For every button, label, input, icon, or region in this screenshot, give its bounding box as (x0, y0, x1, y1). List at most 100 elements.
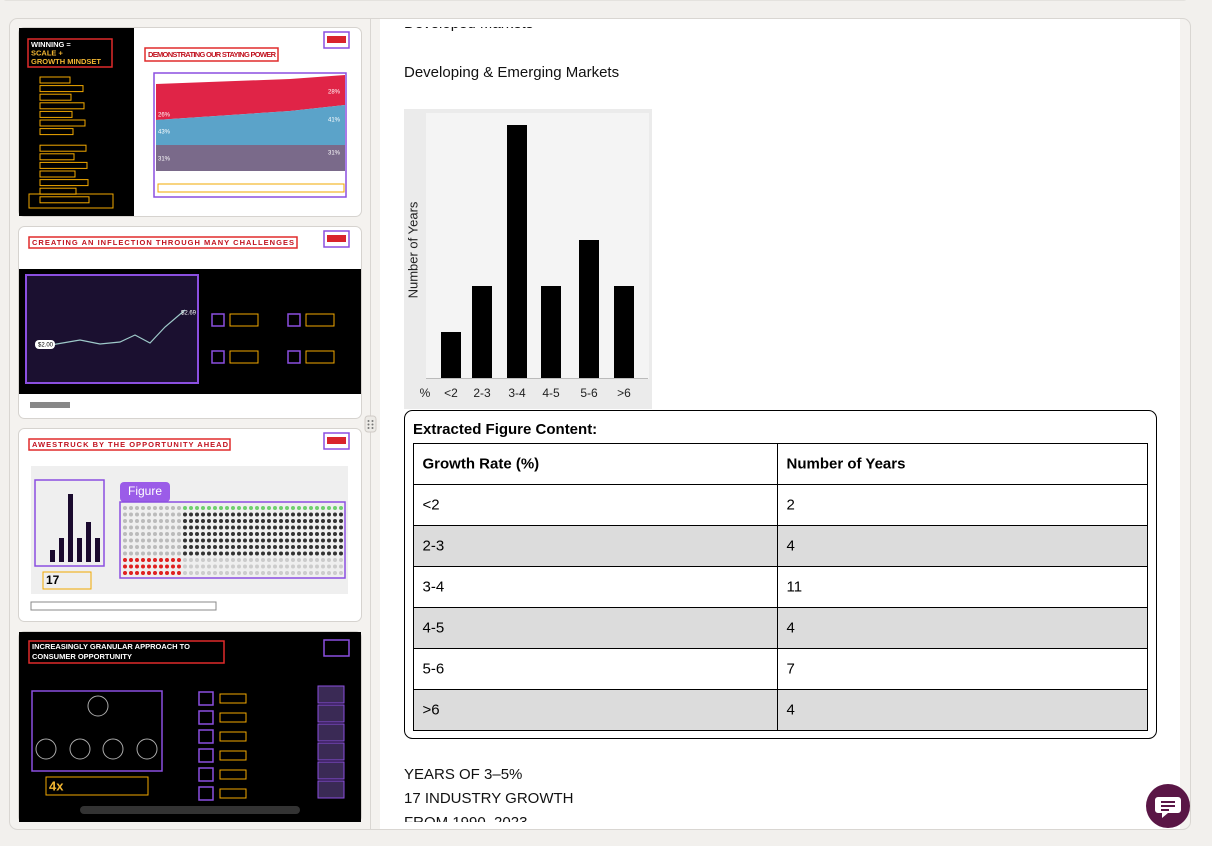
dot (339, 512, 343, 517)
dot (327, 512, 331, 517)
dot (189, 551, 193, 556)
dot (129, 564, 133, 569)
dot (285, 551, 289, 556)
dot (159, 519, 163, 523)
slide-list: WINNING =SCALE +GROWTH MINDSET DEMONSTRAT… (18, 27, 362, 823)
dot (183, 571, 187, 575)
dot (177, 506, 181, 510)
dot (141, 506, 145, 510)
dot (207, 545, 211, 549)
dot (261, 512, 265, 517)
dot (195, 532, 199, 536)
bullet-box (39, 153, 75, 161)
dot (231, 571, 235, 575)
footer-bar (80, 806, 300, 814)
dot (141, 558, 145, 562)
x-unit-label: % (420, 386, 431, 400)
figure-image: Number of Years% <2 2-3 3-4 4-5 5-6 >6 (404, 109, 652, 409)
dot (171, 512, 175, 517)
chat-button[interactable] (1146, 784, 1190, 828)
slide-thumbnail[interactable]: WINNING =SCALE +GROWTH MINDSET DEMONSTRAT… (18, 27, 362, 217)
dot (255, 532, 259, 536)
dot (255, 551, 259, 556)
annotation-box (28, 640, 225, 664)
content-bg (31, 466, 348, 594)
dot (165, 564, 169, 569)
dot (291, 571, 295, 575)
dot (135, 551, 139, 556)
dot (285, 558, 289, 562)
dot (333, 538, 337, 543)
dot (297, 532, 301, 536)
dot (315, 519, 319, 523)
dot (261, 538, 265, 543)
slide-thumbnail[interactable]: CREATING AN INFLECTION THROUGH MANY CHAL… (18, 226, 362, 419)
need-label (219, 731, 247, 742)
bar (441, 332, 461, 378)
dot (267, 506, 271, 510)
dot (273, 571, 277, 575)
dot (285, 564, 289, 569)
dot (303, 512, 307, 517)
dot (225, 558, 229, 562)
dot (219, 525, 223, 530)
product-icon (317, 704, 345, 723)
dot (135, 564, 139, 569)
dot (285, 512, 289, 517)
dot (273, 545, 277, 549)
slide-thumbnail[interactable]: AWESTRUCK BY THE OPPORTUNITY AHEAD Figure… (18, 428, 362, 622)
label-box (305, 350, 335, 364)
table-row (413, 607, 1148, 649)
dot (153, 512, 157, 517)
dot (315, 538, 319, 543)
dot (291, 512, 295, 517)
slide-thumbnail[interactable]: INCREASINGLY GRANULAR APPROACH TOCONSUME… (18, 631, 362, 823)
dot (159, 571, 163, 575)
dot (243, 538, 247, 543)
dot (285, 571, 289, 575)
table-header (413, 443, 1148, 485)
need-icon (198, 748, 214, 763)
dot (207, 519, 211, 523)
dot (129, 538, 133, 543)
dot (333, 525, 337, 530)
dot (153, 551, 157, 556)
dot (129, 525, 133, 530)
dot (327, 525, 331, 530)
area-blue (156, 105, 345, 149)
dot (129, 571, 133, 575)
dot (231, 558, 235, 562)
dot (303, 519, 307, 523)
dot (327, 506, 331, 510)
dot (207, 506, 211, 510)
dot (309, 558, 313, 562)
dot (279, 545, 283, 549)
dot (315, 525, 319, 530)
dot (213, 532, 217, 536)
x-tick-label: 3-4 (508, 386, 526, 400)
area-label: 26% (158, 113, 171, 119)
dot (201, 545, 205, 549)
dot (303, 545, 307, 549)
resize-handle[interactable] (364, 415, 377, 433)
dot (159, 564, 163, 569)
dot (183, 564, 187, 569)
dot (195, 538, 199, 543)
icon (287, 350, 301, 364)
dot (315, 545, 319, 549)
dot (219, 519, 223, 523)
dot (309, 564, 313, 569)
dot (189, 571, 193, 575)
column-header: Number of Years (787, 455, 906, 472)
table-cell: 7 (787, 660, 795, 677)
area-gray (156, 145, 345, 171)
dot (303, 525, 307, 530)
slide-title: INCREASINGLY GRANULAR APPROACH TO (32, 642, 190, 651)
dot (213, 538, 217, 543)
dot (279, 564, 283, 569)
dot (243, 551, 247, 556)
dot (189, 558, 193, 562)
dot (165, 506, 169, 510)
figure-label: Figure (128, 484, 162, 498)
dot (249, 551, 253, 556)
